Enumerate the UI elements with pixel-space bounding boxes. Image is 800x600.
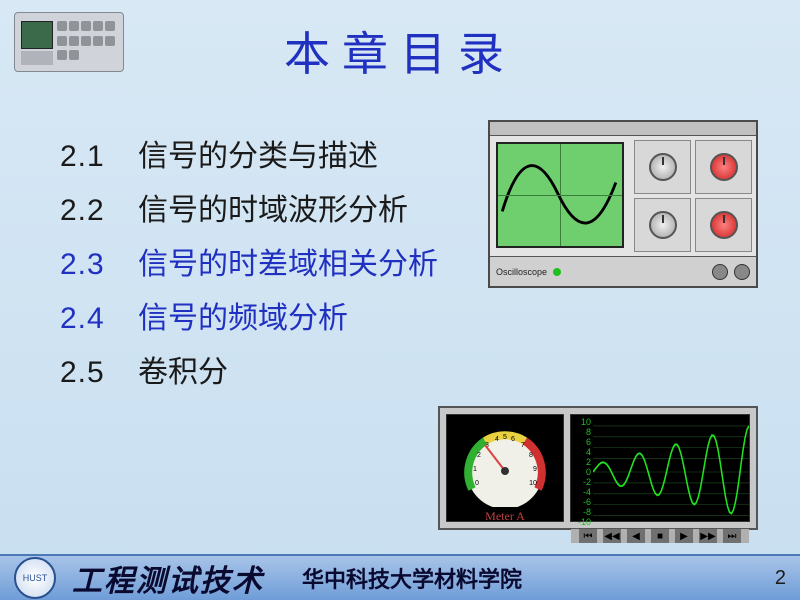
svg-text:6: 6 (511, 436, 515, 443)
toc-list: 2.1 信号的分类与描述 2.2 信号的时域波形分析 2.3 信号的时差域相关分析 2.4 信… (60, 130, 438, 400)
toc-num: 2.5 (60, 346, 118, 400)
footer-title: 工程测试技术 (72, 556, 264, 600)
svg-text:4: 4 (495, 436, 499, 443)
wave-y-axis: 1086420-2-4-6-8-10 (571, 415, 593, 529)
toc-text: 信号的时域波形分析 (138, 184, 408, 238)
toc-item[interactable]: 2.4 信号的频域分析 (60, 292, 438, 346)
toc-num: 2.3 (60, 238, 118, 292)
toc-item: 2.1 信号的分类与描述 (60, 130, 438, 184)
toc-num: 2.2 (60, 184, 118, 238)
wave-controls: ⏮◀◀◀■▶▶▶⏭ (571, 529, 749, 543)
toc-text: 信号的分类与描述 (138, 130, 378, 184)
toc-text: 卷积分 (138, 346, 228, 400)
svg-text:5: 5 (503, 434, 507, 441)
wave-control-btn: ⏮ (579, 529, 597, 543)
toc-text: 信号的时差域相关分析 (138, 238, 438, 292)
svg-text:2: 2 (477, 452, 481, 459)
oscilloscope-label: Oscilloscope (496, 267, 547, 277)
gauge-label: Meter A (485, 507, 525, 526)
meter-panel-image: 01 23 45 67 89 10 Meter A 1086420-2-4-6-… (438, 406, 758, 530)
footer-subtitle: 华中科技大学材料学院 (302, 562, 522, 594)
page-number: 2 (775, 567, 786, 590)
gauge: 01 23 45 67 89 10 Meter A (446, 414, 564, 522)
toc-item: 2.5 卷积分 (60, 346, 438, 400)
svg-text:8: 8 (529, 452, 533, 459)
page-title: 本章目录 (0, 18, 800, 84)
wave-control-btn: ■ (651, 529, 669, 543)
scope-waveform (502, 166, 616, 223)
oscilloscope-screen (496, 142, 624, 248)
title-bar: 本章目录 (0, 18, 800, 84)
oscilloscope-controls (630, 136, 756, 256)
svg-text:0: 0 (475, 480, 479, 487)
wave-control-btn: ▶▶ (699, 529, 717, 543)
wave-control-btn: ⏭ (723, 529, 741, 543)
svg-text:7: 7 (521, 442, 525, 449)
svg-text:1: 1 (473, 466, 477, 473)
wave-control-btn: ◀ (627, 529, 645, 543)
footer: HUST 工程测试技术 华中科技大学材料学院 2 (0, 554, 800, 600)
university-logo: HUST (14, 557, 56, 599)
oscilloscope-image: Oscilloscope (488, 120, 758, 288)
svg-text:10: 10 (529, 480, 537, 487)
toc-item: 2.2 信号的时域波形分析 (60, 184, 438, 238)
toc-text: 信号的频域分析 (138, 292, 348, 346)
wave-control-btn: ▶ (675, 529, 693, 543)
toc-num: 2.1 (60, 130, 118, 184)
toc-item[interactable]: 2.3 信号的时差域相关分析 (60, 238, 438, 292)
waveform-display: 1086420-2-4-6-8-10 ⏮◀◀◀■▶▶▶⏭ (570, 414, 750, 522)
svg-text:9: 9 (533, 466, 537, 473)
toc-num: 2.4 (60, 292, 118, 346)
wave-control-btn: ◀◀ (603, 529, 621, 543)
